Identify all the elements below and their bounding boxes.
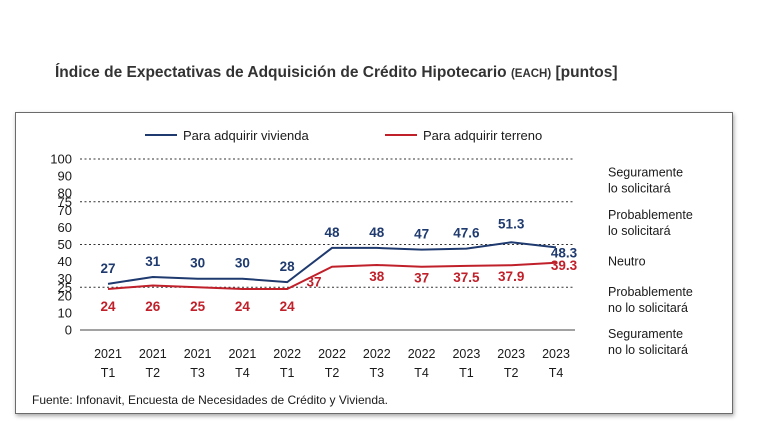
data-labels: 27 31 30 30 28 48 48 47 47.6 51.3 48.3 24 26 25 24 24 37…	[100, 216, 577, 314]
y-tick-label: 30	[58, 271, 72, 286]
category-labels: Seguramente lo solicitará Probablemente lo …	[608, 165, 693, 357]
data-label-vivienda: 51.3	[498, 216, 525, 231]
series-line-vivienda	[107, 241, 557, 285]
x-tick-year: 2022	[273, 347, 301, 361]
category-label: Probablemente	[608, 208, 693, 222]
data-label-vivienda: 48	[369, 225, 385, 240]
category-label: no lo solicitará	[608, 343, 688, 357]
x-tick-quarter: T3	[190, 366, 205, 380]
y-tick-label: 40	[58, 254, 72, 269]
y-tick-label: 10	[58, 305, 72, 320]
data-label-vivienda: 31	[145, 254, 161, 269]
data-label-vivienda: 47	[414, 227, 429, 242]
data-label-terreno: 26	[145, 299, 161, 314]
source-note: Fuente: Infonavit, Encuesta de Necesidad…	[32, 393, 388, 407]
series-line-terreno	[107, 261, 557, 290]
category-label: Neutro	[608, 255, 646, 269]
chart-title-abbr: (EACH)	[510, 68, 552, 80]
category-label: Seguramente	[608, 327, 683, 341]
x-tick-year: 2021	[94, 347, 122, 361]
x-tick-year: 2022	[318, 347, 346, 361]
chart-title: Índice de Expectativas de Adquisición de…	[55, 64, 755, 82]
x-tick-quarter: T1	[280, 366, 295, 380]
series-lines	[107, 241, 557, 290]
y-tick-label: 90	[58, 169, 72, 184]
y-tick-label: 100	[50, 152, 72, 167]
data-label-terreno: 39.3	[551, 258, 578, 273]
data-label-terreno: 24	[100, 299, 116, 314]
legend-label: Para adquirir vivienda	[183, 128, 310, 143]
y-tick-label: 70	[58, 203, 72, 218]
data-label-terreno: 37.5	[453, 270, 480, 285]
data-label-vivienda: 47.6	[453, 226, 480, 241]
data-label-vivienda: 28	[280, 259, 296, 274]
y-tick-label: 25	[58, 280, 72, 295]
x-tick-year: 2022	[408, 347, 436, 361]
x-tick-quarter: T2	[504, 366, 519, 380]
data-label-vivienda: 30	[190, 256, 205, 271]
category-label: lo solicitará	[608, 224, 671, 238]
legend-label: Para adquirir terreno	[423, 128, 542, 143]
x-tick-quarter: T3	[370, 366, 385, 380]
chart-frame	[15, 112, 733, 414]
data-label-terreno: 37.9	[498, 269, 524, 284]
x-tick-year: 2021	[228, 347, 256, 361]
data-label-vivienda: 30	[235, 256, 250, 271]
data-label-terreno: 38	[369, 269, 385, 284]
x-tick-quarter: T4	[414, 366, 429, 380]
category-label: Probablemente	[608, 285, 693, 299]
x-tick-quarter: T1	[101, 366, 116, 380]
x-tick-quarter: T2	[325, 366, 340, 380]
y-tick-label: 0	[65, 323, 72, 338]
data-label-terreno: 37	[414, 271, 429, 286]
data-label-terreno: 37	[306, 275, 321, 290]
category-label: Seguramente	[608, 165, 683, 179]
x-tick-year: 2023	[452, 347, 480, 361]
data-label-vivienda: 27	[100, 261, 115, 276]
y-tick-label: 75	[58, 194, 72, 209]
x-axis-ticks: 2021 T1 2021 T2 2021 T3 2021 T4 2022 T1 2022 T2 2022…	[94, 347, 570, 380]
x-tick-year: 2023	[497, 347, 525, 361]
chart-title-text: Índice de Expectativas de Adquisición de…	[55, 64, 507, 81]
data-label-vivienda: 48	[324, 225, 340, 240]
data-label-terreno: 24	[235, 299, 251, 314]
category-label: lo solicitará	[608, 181, 671, 195]
data-label-terreno: 25	[190, 299, 206, 314]
y-tick-label: 60	[58, 220, 72, 235]
reference-lines	[80, 158, 575, 288]
x-tick-quarter: T4	[549, 366, 564, 380]
x-tick-year: 2021	[139, 347, 167, 361]
y-tick-label: 50	[58, 237, 72, 252]
x-tick-quarter: T4	[235, 366, 250, 380]
data-label-terreno: 24	[280, 299, 296, 314]
y-tick-label: 20	[58, 288, 72, 303]
x-tick-year: 2021	[184, 347, 212, 361]
y-tick-label: 80	[58, 186, 72, 201]
legend: Para adquirir vivienda Para adquirir terr…	[145, 128, 542, 143]
x-tick-year: 2022	[363, 347, 391, 361]
x-tick-quarter: T2	[146, 366, 161, 380]
x-tick-year: 2023	[542, 347, 570, 361]
data-label-vivienda: 48.3	[551, 245, 578, 260]
category-label: no lo solicitará	[608, 301, 688, 315]
x-tick-quarter: T1	[459, 366, 474, 380]
chart-title-unit: [puntos]	[555, 64, 618, 81]
